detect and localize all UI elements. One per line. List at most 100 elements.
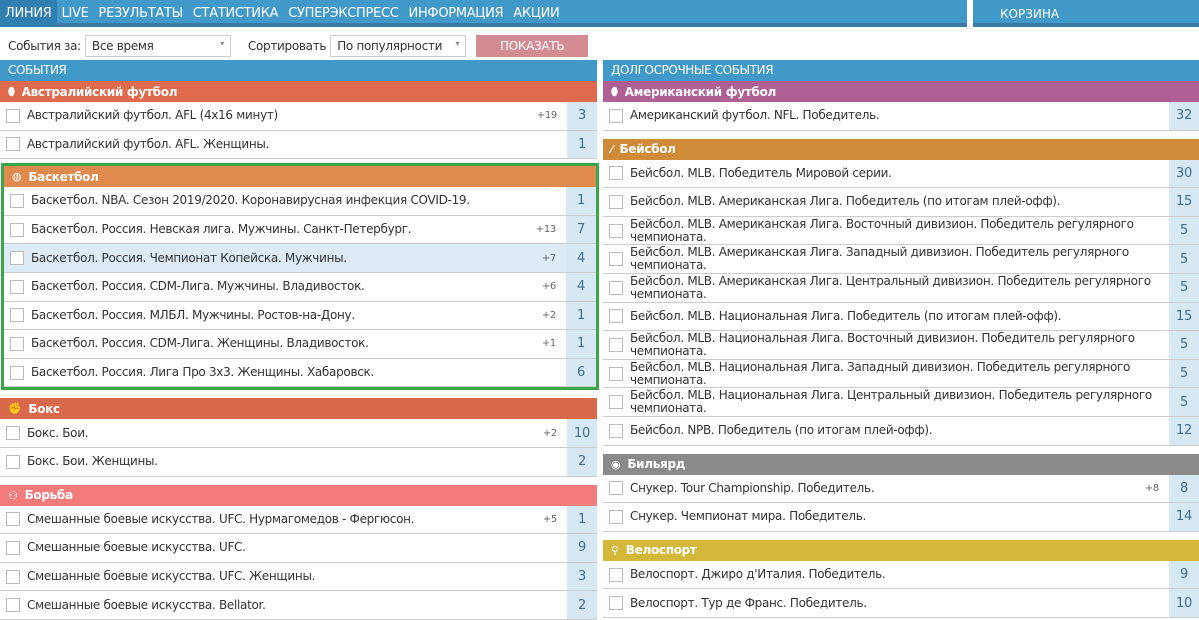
event-row[interactable]: Бейсбол. MLB. Национальная Лига. Централ… xyxy=(603,388,1199,417)
event-checkbox[interactable] xyxy=(6,598,20,613)
event-count[interactable]: 15 xyxy=(1169,188,1199,216)
event-row[interactable]: Смешанные боевые искусства. UFC. 9 xyxy=(0,534,597,563)
event-count[interactable]: 14 xyxy=(1169,503,1199,531)
event-name[interactable]: Велоспорт. Тур де Франс. Победитель. xyxy=(630,595,867,610)
event-checkbox[interactable] xyxy=(10,279,24,294)
event-count[interactable]: 5 xyxy=(1169,273,1199,302)
event-count[interactable]: 5 xyxy=(1169,216,1199,245)
event-count[interactable]: 10 xyxy=(567,419,597,447)
event-name[interactable]: Баскетбол. Россия. Чемпионат Копейска. М… xyxy=(31,250,347,265)
event-count[interactable]: 1 xyxy=(566,330,596,358)
nav-tab[interactable]: АКЦИИ xyxy=(513,6,560,21)
event-row[interactable]: Австралийский футбол. AFL (4x16 минут) +1… xyxy=(0,102,597,131)
sport-header[interactable]: ◉ Бильярд xyxy=(603,453,1199,475)
event-checkbox[interactable] xyxy=(6,454,20,469)
event-name[interactable]: Бокс. Бои. xyxy=(27,425,89,440)
event-name[interactable]: Бейсбол. MLB. Национальная Лига. Победит… xyxy=(630,308,1062,323)
event-name[interactable]: Бейсбол. MLB. Американская Лига. Западны… xyxy=(630,245,1129,273)
event-row[interactable]: Баскетбол. Россия. МЛБЛ. Мужчины. Ростов… xyxy=(4,301,596,331)
event-count[interactable]: 15 xyxy=(1169,302,1199,331)
event-count[interactable]: 12 xyxy=(1169,416,1199,445)
event-count[interactable]: 5 xyxy=(1169,359,1199,388)
event-checkbox[interactable] xyxy=(10,365,24,380)
event-row[interactable]: Австралийский футбол. AFL. Женщины. 1 xyxy=(0,130,597,160)
event-row[interactable]: Баскетбол. Россия. Лига Про 3х3. Женщины… xyxy=(4,358,596,388)
event-count[interactable]: 3 xyxy=(567,562,597,591)
event-row[interactable]: Баскетбол. Россия. CDM-Лига. Женщины. Вл… xyxy=(4,330,596,359)
event-name[interactable]: Бокс. Бои. Женщины. xyxy=(27,454,158,469)
sport-header[interactable]: ◍ Баскетбол xyxy=(4,166,596,188)
event-name[interactable]: Смешанные боевые искусства. Bellator. xyxy=(27,597,266,612)
event-count[interactable]: 10 xyxy=(1169,589,1199,617)
sport-header[interactable]: ⚇ Борьба xyxy=(0,484,597,506)
event-row[interactable]: Бейсбол. MLB. Американская Лига. Победит… xyxy=(603,188,1199,217)
event-name[interactable]: Снукер. Tour Championship. Победитель. xyxy=(630,480,875,495)
sport-header[interactable]: ⁄ Бейсбол xyxy=(603,138,1199,160)
event-name[interactable]: Смешанные боевые искусства. UFC. xyxy=(27,540,246,555)
show-button[interactable]: ПОКАЗАТЬ xyxy=(476,35,589,57)
event-checkbox[interactable] xyxy=(10,193,24,208)
event-count[interactable]: 1 xyxy=(567,130,597,159)
event-count[interactable]: 5 xyxy=(1169,388,1199,416)
event-row[interactable]: Бейсбол. MLB. Национальная Лига. Западны… xyxy=(603,359,1199,389)
event-count[interactable]: 30 xyxy=(1169,159,1199,188)
event-row[interactable]: Велоспорт. Джиро д'Италия. Победитель. 9 xyxy=(603,560,1199,590)
event-name[interactable]: Австралийский футбол. AFL. Женщины. xyxy=(27,136,270,151)
event-name[interactable]: Бейсбол. MLB. Американская Лига. Централ… xyxy=(630,273,1151,301)
event-row[interactable]: Баскетбол. Россия. CDM-Лига. Мужчины. Вл… xyxy=(4,272,596,302)
event-row[interactable]: Снукер. Чемпионат мира. Победитель. 14 xyxy=(603,503,1199,532)
event-checkbox[interactable] xyxy=(609,337,623,352)
period-select[interactable]: Все время xyxy=(84,35,231,57)
event-checkbox[interactable] xyxy=(10,251,24,266)
event-name[interactable]: Баскетбол. NBA. Сезон 2019/2020. Коронав… xyxy=(31,193,470,208)
sport-header[interactable]: ⬮ Австралийский футбол xyxy=(0,81,597,102)
event-row[interactable]: Смешанные боевые искусства. UFC. Женщины… xyxy=(0,562,597,592)
event-count[interactable]: 6 xyxy=(566,358,596,387)
event-checkbox[interactable] xyxy=(10,222,24,237)
event-checkbox[interactable] xyxy=(609,366,623,381)
event-row[interactable]: Снукер. Tour Championship. Победитель. +8… xyxy=(603,474,1199,504)
event-checkbox[interactable] xyxy=(609,509,623,524)
sort-select[interactable]: По популярности xyxy=(330,35,467,57)
event-name[interactable]: Велоспорт. Джиро д'Италия. Победитель. xyxy=(630,567,886,582)
nav-tab[interactable]: LIVE xyxy=(61,6,89,21)
event-row[interactable]: Бокс. Бои. Женщины. 2 xyxy=(0,447,597,477)
event-checkbox[interactable] xyxy=(609,223,623,238)
event-row[interactable]: Велоспорт. Тур де Франс. Победитель. 10 xyxy=(603,589,1199,618)
event-name[interactable]: Баскетбол. Россия. CDM-Лига. Мужчины. Вл… xyxy=(31,279,365,294)
event-row[interactable]: Американский футбол. NFL. Победитель. 32 xyxy=(603,102,1199,131)
sport-header[interactable]: ✊ Бокс xyxy=(0,398,597,420)
event-checkbox[interactable] xyxy=(6,540,20,555)
event-checkbox[interactable] xyxy=(609,280,623,295)
event-checkbox[interactable] xyxy=(6,108,20,123)
event-checkbox[interactable] xyxy=(10,308,24,323)
event-name[interactable]: Бейсбол. NPB. Победитель (по итогам плей… xyxy=(630,423,933,438)
event-count[interactable]: 9 xyxy=(567,534,597,562)
event-name[interactable]: Смешанные боевые искусства. UFC. Женщины… xyxy=(27,569,316,584)
event-count[interactable]: 5 xyxy=(1169,331,1199,359)
nav-tab[interactable]: СТАТИСТИКА xyxy=(192,6,279,21)
event-count[interactable]: 32 xyxy=(1169,102,1199,130)
event-row[interactable]: Бейсбол. MLB. Победитель Мировой серии. 3… xyxy=(603,159,1199,189)
event-checkbox[interactable] xyxy=(6,512,20,527)
event-row[interactable]: Смешанные боевые искусства. Bellator. 2 xyxy=(0,591,597,620)
event-count[interactable]: 1 xyxy=(566,301,596,330)
event-name[interactable]: Американский футбол. NFL. Победитель. xyxy=(630,108,880,123)
event-checkbox[interactable] xyxy=(609,567,623,582)
event-name[interactable]: Австралийский футбол. AFL (4x16 минут) xyxy=(27,108,278,123)
event-count[interactable]: 3 xyxy=(567,102,597,130)
event-count[interactable]: 2 xyxy=(567,591,597,619)
event-count[interactable]: 7 xyxy=(566,215,596,244)
event-name[interactable]: Бейсбол. MLB. Победитель Мировой серии. xyxy=(630,165,892,180)
event-row[interactable]: Смешанные боевые искусства. UFC. Нурмаго… xyxy=(0,505,597,535)
event-checkbox[interactable] xyxy=(609,108,623,123)
event-name[interactable]: Бейсбол. MLB. Национальная Лига. Западны… xyxy=(630,359,1131,387)
event-checkbox[interactable] xyxy=(609,309,623,324)
event-name[interactable]: Смешанные боевые искусства. UFC. Нурмаго… xyxy=(27,511,415,526)
event-count[interactable]: 2 xyxy=(567,447,597,476)
event-count[interactable]: 4 xyxy=(566,244,596,272)
event-row[interactable]: Баскетбол. Россия. Чемпионат Копейска. М… xyxy=(4,244,596,273)
nav-tab[interactable]: СУПЕРЭКСПРЕСС xyxy=(288,6,399,21)
event-name[interactable]: Баскетбол. Россия. Лига Про 3х3. Женщины… xyxy=(31,365,374,380)
nav-tab[interactable]: РЕЗУЛЬТАТЫ xyxy=(98,6,184,21)
